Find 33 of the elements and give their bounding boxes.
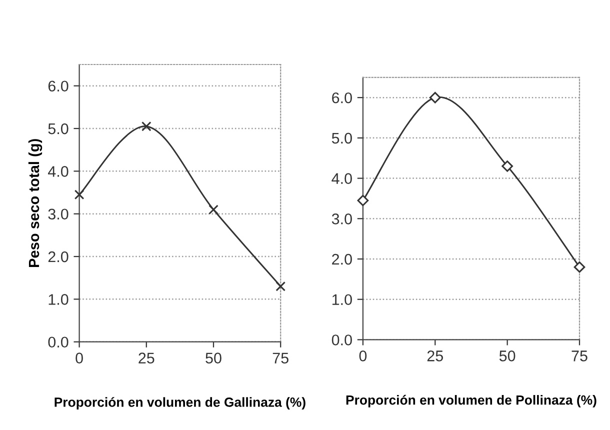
x-tick-label: 50 — [499, 350, 516, 362]
x-tick-label: 75 — [572, 350, 588, 362]
x-tick-label: 0 — [359, 350, 367, 362]
point — [276, 281, 286, 292]
y-tick-label: 3.0 — [332, 214, 352, 224]
x-tick-label: 0 — [76, 352, 83, 364]
y-tick-label: 6.0 — [332, 92, 352, 104]
y-axis-title: Peso seco total (g) — [28, 139, 42, 268]
point — [429, 92, 441, 104]
point — [357, 194, 369, 206]
y-tick-label: 1.0 — [332, 294, 352, 306]
y-tick-label: 2.0 — [48, 251, 68, 262]
x-tick-label: 25 — [138, 352, 154, 364]
y-tick-label: 2.0 — [332, 254, 352, 265]
x-tick-label: 50 — [206, 352, 222, 364]
y-tick-label: 6.0 — [48, 80, 68, 92]
y-tick-label: 0.0 — [332, 334, 352, 346]
point — [74, 190, 84, 200]
x-tick-label: 75 — [272, 352, 288, 364]
y-tick-label: 3.0 — [48, 208, 68, 220]
point — [574, 261, 586, 273]
y-tick-label: 0.0 — [48, 336, 68, 348]
point — [502, 160, 513, 172]
x-axis-title: Proporción en volumen de Gallinaza (%) — [54, 397, 306, 410]
y-tick-label: 1.0 — [48, 294, 68, 305]
x-tick-label: 25 — [427, 350, 443, 362]
y-tick-label: 5.0 — [48, 123, 68, 134]
point — [208, 204, 218, 215]
y-tick-label: 4.0 — [332, 173, 352, 184]
y-tick-label: 4.0 — [48, 166, 68, 177]
y-tick-label: 5.0 — [332, 132, 352, 144]
point — [141, 121, 152, 132]
x-axis-title: Proporción en volumen de Pollinaza (%) — [346, 394, 596, 408]
